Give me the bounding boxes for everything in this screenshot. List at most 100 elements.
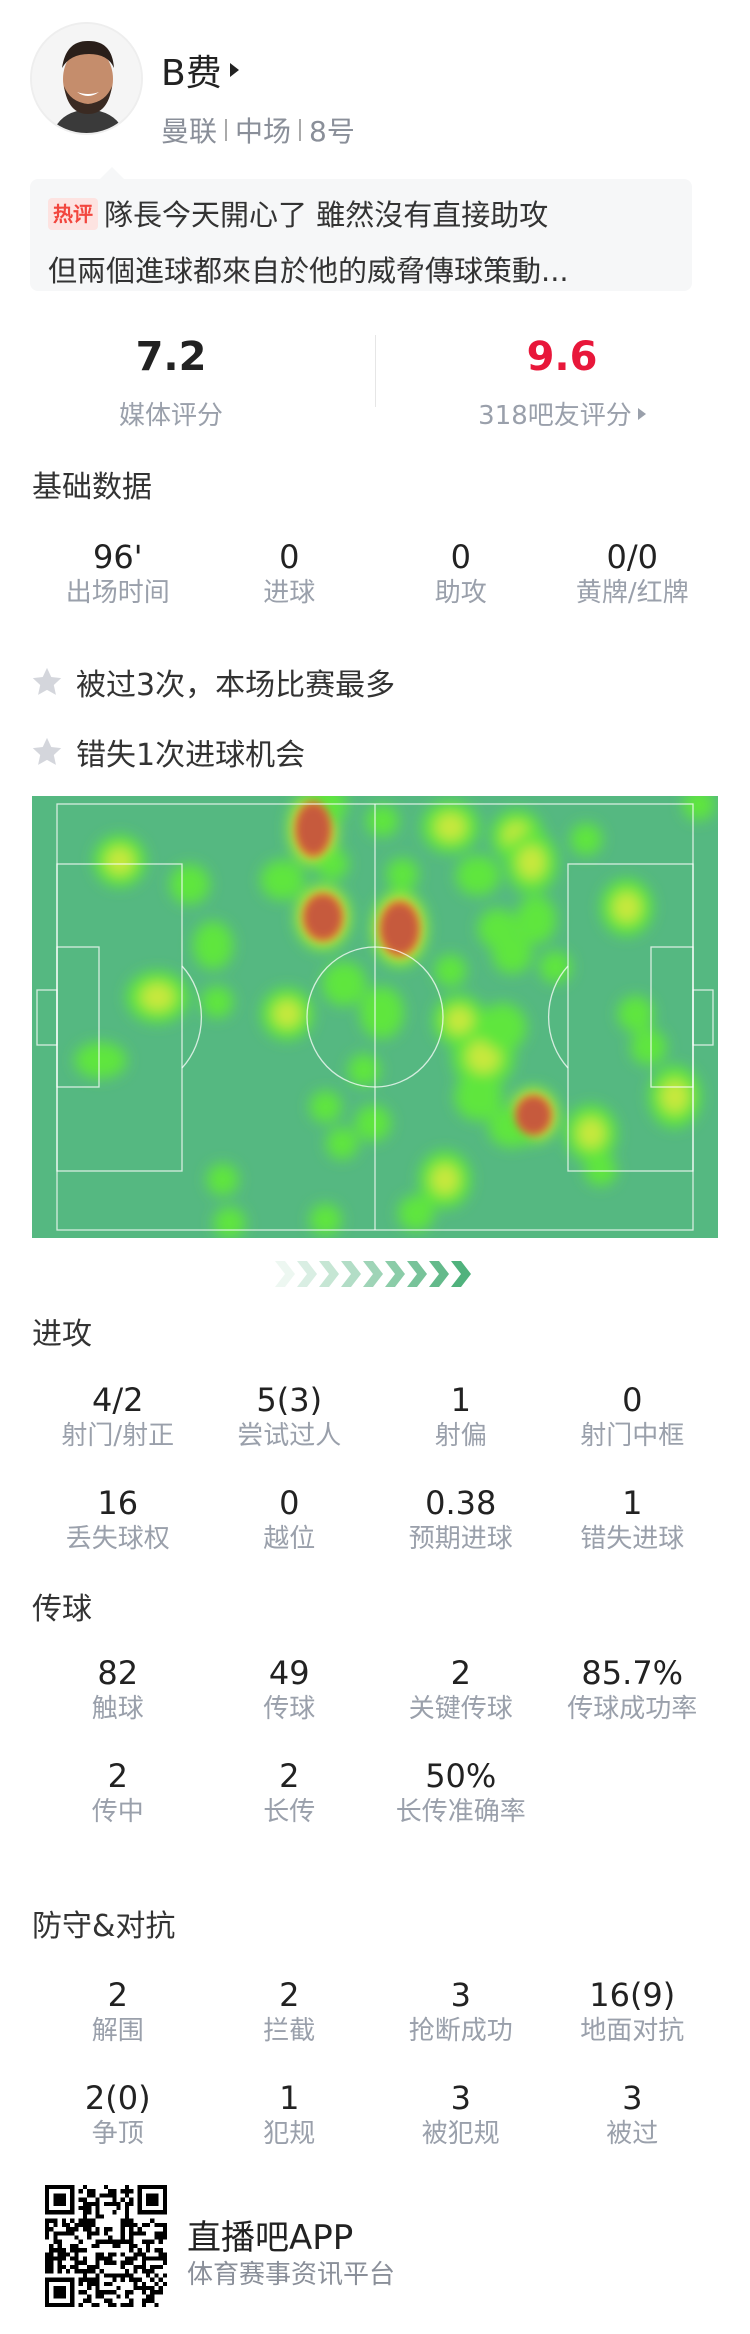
heat-spot [617, 995, 654, 1032]
stat-cell: 82 触球 [32, 1654, 204, 1757]
chevron-right-icon [319, 1261, 339, 1287]
player-info: 曼联 中场 8号 [161, 110, 355, 150]
chevron-right-icon [297, 1261, 317, 1287]
heat-spot-warm [430, 1164, 459, 1196]
stat-cell: 2 解围 [32, 1976, 204, 2079]
heat-spot [570, 823, 603, 856]
heat-spot-warm [612, 891, 641, 923]
stat-label: 传球成功率 [567, 1694, 698, 1724]
heat-spot-hot [517, 1097, 550, 1133]
heat-spot [354, 1105, 391, 1142]
heat-spot [326, 1127, 359, 1160]
player-name: B费 [161, 53, 222, 94]
stat-cell: 16 丢失球权 [32, 1484, 204, 1587]
stat-value: 3 [450, 2079, 471, 2117]
chevron-right-icon [429, 1261, 449, 1287]
player-name-link[interactable]: B费 [161, 44, 239, 96]
stat-value: 0 [279, 538, 300, 576]
heat-spot-warm [273, 999, 302, 1028]
heat-spot [366, 804, 399, 837]
basic-stats-title: 基础数据 [32, 470, 152, 505]
heat-spot [309, 1090, 342, 1123]
heat-spot [169, 864, 210, 905]
heat-spot-warm [105, 846, 134, 875]
stat-value: 0/0 [606, 538, 659, 576]
stat-value: 0 [279, 1484, 300, 1522]
stat-label: 被过 [606, 2119, 659, 2149]
stat-label: 射门/射正 [61, 1421, 175, 1451]
divider [299, 119, 302, 141]
stat-label: 尝试过人 [237, 1421, 342, 1451]
basic-stats-grid: 96' 出场时间 0 进球 0 助攻 0/0 黄牌/红牌 [32, 538, 718, 641]
stat-label: 触球 [91, 1694, 144, 1724]
heat-spot [398, 1195, 435, 1232]
highlight-text: 被过3次，本场比赛最多 [76, 668, 396, 703]
media-rating-value: 7.2 [135, 334, 207, 380]
app-slogan: 体育赛事资讯平台 [187, 2260, 396, 2290]
player-avatar[interactable] [30, 22, 143, 135]
chevron-right-icon [341, 1261, 361, 1287]
heat-spot [206, 1163, 239, 1196]
stat-label: 丢失球权 [65, 1524, 170, 1554]
heat-spot [309, 1203, 342, 1236]
attack-direction-arrows [275, 1261, 471, 1287]
stat-cell: 0 进球 [204, 538, 376, 641]
heat-spot [322, 961, 367, 1006]
attack-title: 进攻 [32, 1317, 92, 1352]
stat-value: 2 [279, 1757, 300, 1795]
stat-value: 0.38 [425, 1484, 497, 1522]
passing-title: 传球 [32, 1592, 92, 1627]
stat-label: 长传准确率 [395, 1797, 526, 1827]
stat-cell: 2 长传 [204, 1757, 376, 1860]
stat-cell: 2 关键传球 [375, 1654, 547, 1757]
heat-spot-hot [305, 896, 341, 938]
stat-value: 2 [450, 1654, 471, 1692]
stat-value: 82 [97, 1654, 139, 1692]
goal [692, 989, 714, 1046]
stat-cell: 2 传中 [32, 1757, 204, 1860]
stat-label: 黄牌/红牌 [575, 578, 689, 608]
penalty-arc [548, 965, 569, 1069]
heat-spot [434, 954, 467, 987]
stat-label: 传球 [263, 1694, 316, 1724]
chevron-right-icon [385, 1261, 405, 1287]
media-rating-label: 媒体评分 [118, 401, 223, 431]
defense-title: 防守&对抗 [32, 1909, 176, 1944]
team-name: 曼联 [161, 115, 218, 148]
heat-spot-hot [382, 904, 418, 953]
stat-label: 射偏 [434, 1421, 487, 1451]
star-icon [32, 737, 62, 765]
stat-value: 85.7% [581, 1654, 684, 1692]
chevron-right-icon [451, 1261, 471, 1287]
heat-spot [386, 858, 419, 891]
heat-spot [454, 1072, 503, 1121]
stat-cell: 1 射偏 [375, 1381, 547, 1484]
heatmap-pitch [32, 796, 718, 1238]
hot-comment[interactable]: 热评 隊長今天開心了 雖然沒有直接助攻 但兩個進球都來自於他的威脅傳球策動... [30, 167, 692, 291]
stat-label: 越位 [263, 1524, 316, 1554]
stat-label: 拦截 [263, 2016, 316, 2046]
highlight-item: 错失1次进球机会 [30, 730, 305, 774]
stat-value: 49 [268, 1654, 310, 1692]
stat-cell: 0 助攻 [375, 538, 547, 641]
stat-value: 5(3) [256, 1381, 323, 1419]
heat-spot [478, 1003, 527, 1052]
heat-spot [213, 1206, 246, 1238]
qr-code[interactable] [45, 2185, 167, 2307]
heat-spot [348, 1054, 381, 1087]
fans-rating[interactable]: 9.6 318吧友评分 [412, 333, 712, 432]
stat-cell: 3 抢断成功 [375, 1976, 547, 2079]
attack-stats-grid: 4/2 射门/射正 5(3) 尝试过人 1 射偏 0 射门中框 16 丢失球权 0 越位 0.38 预期进… [32, 1381, 718, 1587]
stat-cell: 0.38 预期进球 [375, 1484, 547, 1587]
stat-label: 地面对抗 [580, 2016, 685, 2046]
heat-spot [455, 855, 500, 896]
passing-stats-grid: 82 触球 49 传球 2 关键传球 85.7% 传球成功率 2 传中 2 长传 50% 长传准确率 [32, 1654, 718, 1860]
app-name: 直播吧APP [187, 2218, 354, 2258]
player-position: 中场 [235, 115, 292, 148]
penalty-arc [181, 965, 202, 1069]
heat-spot [359, 986, 404, 1039]
rating-divider [375, 335, 376, 407]
stat-value: 0 [622, 1381, 643, 1419]
stat-value: 50% [425, 1757, 497, 1795]
stat-cell: 50% 长传准确率 [375, 1757, 547, 1860]
